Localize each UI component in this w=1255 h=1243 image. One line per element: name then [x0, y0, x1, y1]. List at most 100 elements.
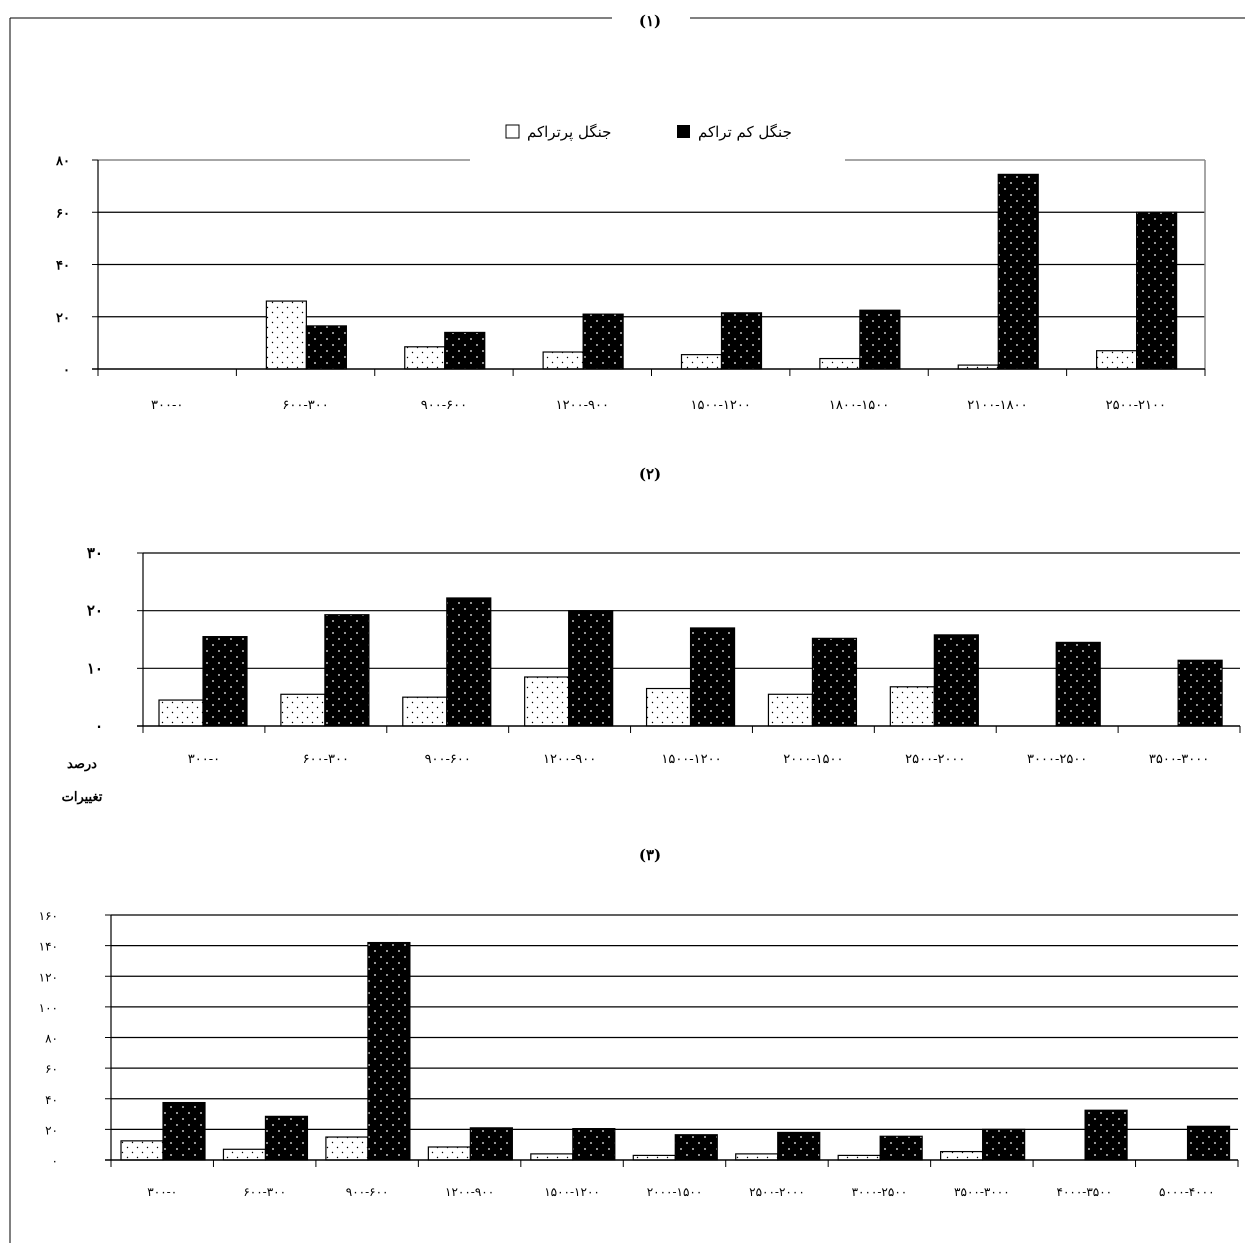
- side-label-line2: تغییرات: [62, 790, 103, 805]
- bar-sparse-forest: [997, 173, 1039, 370]
- y-tick-label: ۱۰: [87, 659, 103, 677]
- bar-dense-forest: [889, 686, 935, 727]
- bar-sparse-forest: [933, 634, 979, 727]
- legend-dense-label: جنگل پرتراکم: [527, 123, 611, 141]
- bar-sparse-forest: [1186, 1125, 1231, 1161]
- bar-dense-forest: [645, 687, 692, 727]
- y-tick-label: ۸۰: [55, 154, 70, 169]
- x-tick-label: ۴۰۰۰-۳۵۰۰: [1057, 1185, 1113, 1199]
- x-tick-label: ۲۵۰۰-۲۰۰۰: [905, 752, 965, 767]
- y-tick-label: ۲۰: [56, 311, 70, 326]
- outer-frame: [9, 17, 1245, 1243]
- y-tick-label: ۰: [52, 1154, 58, 1168]
- x-tick-label: ۳۵۰۰-۳۰۰۰: [954, 1185, 1010, 1199]
- bar-dense-forest: [542, 351, 584, 370]
- x-tick-label: ۶۰۰-۳۰۰: [303, 752, 349, 767]
- y-tick-label: ۰: [95, 717, 103, 735]
- x-tick-label: ۶۰۰-۳۰۰: [243, 1185, 286, 1199]
- bar-dense-forest: [325, 1136, 369, 1161]
- legend-dense-swatch: [505, 124, 520, 139]
- bar-sparse-forest: [982, 1128, 1026, 1161]
- bar-sparse-forest: [879, 1135, 923, 1161]
- bar-dense-forest: [1096, 350, 1138, 370]
- bar-sparse-forest: [572, 1128, 616, 1161]
- bar-dense-forest: [819, 357, 861, 370]
- bar-dense-forest: [222, 1148, 267, 1161]
- x-tick-label: ۳۵۰۰-۳۰۰۰: [1149, 752, 1209, 767]
- x-tick-label: ۳۰۰-۰: [188, 752, 220, 767]
- bar-dense-forest: [402, 696, 448, 727]
- y-tick-label: ۲۰: [87, 602, 103, 620]
- charts-group: ۰ ۲۰ ۴۰ ۶۰ ۸۰ ۳۰۰-۰ ۶۰۰-۳۰۰ ۹۰۰-۶۰۰ ۱۲۰۰-۹۰۰ ۱۵۰۰…: [39, 154, 1241, 1199]
- bar-sparse-forest: [811, 637, 858, 727]
- x-tick-label: ۹۰۰-۶۰۰: [421, 398, 467, 413]
- y-tick-label: ۴۰: [45, 1093, 58, 1107]
- bar-sparse-forest: [1084, 1109, 1128, 1161]
- legend-sparse-swatch: [677, 125, 690, 138]
- y-tick-label: ۴۰: [56, 259, 70, 274]
- chart-3: ۰ ۲۰ ۴۰ ۶۰ ۸۰ ۱۰۰ ۱۲۰ ۱۴۰ ۱۶۰ ۳۰۰-۰ ۶۰۰-۳۰۰ ۹۰۰-۶۰۰…: [39, 909, 1239, 1199]
- x-tick-label: ۶۰۰-۳۰۰: [282, 398, 328, 413]
- x-tick-label: ۱۵۰۰-۱۲۰۰: [661, 752, 721, 767]
- y-tick-label: ۱۶۰: [39, 909, 58, 923]
- bar-sparse-forest: [777, 1131, 821, 1161]
- bar-sparse-forest: [469, 1127, 513, 1161]
- x-tick-label: ۹۰۰-۶۰۰: [425, 752, 471, 767]
- chart-2: ۰ ۱۰ ۲۰ ۳۰ ۳۰۰-۰ ۶۰۰-۳۰۰ ۹۰۰-۶۰۰ ۱۲۰۰-۹۰۰ ۱۵۰۰-۱…: [87, 544, 1241, 767]
- x-tick-label: ۲۰۰۰-۱۵۰۰: [647, 1185, 703, 1199]
- x-tick-label: ۲۰۰۰-۱۵۰۰: [783, 752, 843, 767]
- bar-sparse-forest: [568, 610, 614, 727]
- bar-dense-forest: [265, 300, 307, 370]
- bar-dense-forest: [680, 354, 723, 370]
- panel-1-title: (۱): [639, 12, 661, 30]
- bar-dense-forest: [427, 1146, 471, 1161]
- x-tick-label: ۱۸۰۰-۱۵۰۰: [829, 398, 889, 413]
- x-tick-label: ۱۵۰۰-۱۲۰۰: [691, 398, 751, 413]
- bar-dense-forest: [158, 699, 204, 727]
- legend-sparse-label: جنگل کم تراکم: [698, 123, 792, 141]
- bar-dense-forest: [280, 693, 326, 727]
- x-tick-label: ۱۲۰۰-۹۰۰: [445, 1185, 494, 1199]
- y-tick-label: ۳۰: [87, 544, 103, 562]
- x-tick-label: ۳۰۰-۰: [147, 1185, 177, 1199]
- bar-sparse-forest: [162, 1101, 206, 1161]
- x-tick-label: ۱۵۰۰-۱۲۰۰: [544, 1185, 600, 1199]
- y-tick-label: ۱۴۰: [39, 940, 58, 954]
- x-tick-label: ۳۰۰۰-۲۵۰۰: [852, 1185, 908, 1199]
- bar-dense-forest: [404, 346, 446, 370]
- y-tick-label: ۶۰: [45, 1062, 58, 1076]
- y-tick-label: ۱۰۰: [39, 1001, 58, 1015]
- x-tick-label: ۲۱۰۰-۱۸۰۰: [967, 398, 1027, 413]
- bar-sparse-forest: [674, 1134, 718, 1161]
- bar-dense-forest: [767, 693, 814, 727]
- panel-3-title: (۳): [639, 846, 661, 864]
- bar-dense-forest: [120, 1140, 164, 1161]
- side-label-line1: درصد: [67, 757, 97, 772]
- bar-sparse-forest: [1177, 659, 1223, 727]
- x-tick-label: ۱۲۰۰-۹۰۰: [543, 752, 596, 767]
- bar-sparse-forest: [324, 614, 370, 727]
- bar-sparse-forest: [1136, 211, 1178, 370]
- bar-dense-forest: [524, 676, 570, 727]
- y-tick-label: ۰: [63, 363, 70, 378]
- y-tick-label: ۸۰: [45, 1032, 58, 1046]
- bar-sparse-forest: [689, 627, 736, 727]
- bar-sparse-forest: [367, 941, 411, 1161]
- bar-dense-forest: [530, 1153, 574, 1161]
- x-tick-label: ۳۰۰۰-۲۵۰۰: [1027, 752, 1087, 767]
- bar-sparse-forest: [305, 325, 347, 370]
- bar-sparse-forest: [859, 309, 901, 370]
- chart-1: ۰ ۲۰ ۴۰ ۶۰ ۸۰ ۳۰۰-۰ ۶۰۰-۳۰۰ ۹۰۰-۶۰۰ ۱۲۰۰-۹۰۰ ۱۵۰۰…: [55, 154, 1206, 413]
- bar-dense-forest: [735, 1153, 779, 1161]
- y-tick-label: ۲۰: [45, 1123, 58, 1137]
- y-tick-label: ۶۰: [56, 206, 70, 221]
- bar-sparse-forest: [1055, 641, 1101, 727]
- x-tick-label: ۱۲۰۰-۹۰۰: [556, 398, 609, 413]
- x-tick-label: ۹۰۰-۶۰۰: [346, 1185, 389, 1199]
- bar-sparse-forest: [720, 312, 763, 370]
- bar-sparse-forest: [582, 313, 624, 370]
- bar-sparse-forest: [202, 636, 248, 727]
- chart-1-legend: جنگل کم تراکم جنگل پرتراکم: [505, 123, 792, 141]
- x-tick-label: ۲۵۰۰-۲۱۰۰: [1106, 398, 1166, 413]
